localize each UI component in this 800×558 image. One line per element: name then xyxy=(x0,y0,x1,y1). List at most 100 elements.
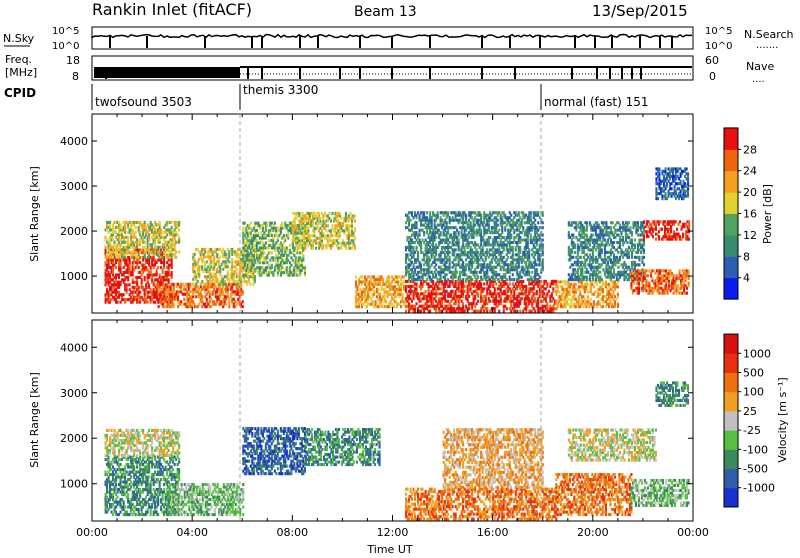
data-cell xyxy=(539,276,541,279)
data-cell xyxy=(497,219,499,222)
data-cell xyxy=(178,228,180,231)
data-cell xyxy=(411,211,413,214)
data-cell xyxy=(242,227,244,230)
data-cell xyxy=(340,217,342,220)
data-cell xyxy=(290,264,292,267)
data-cell xyxy=(315,247,317,250)
nsky-panel: N.Sky 10^5 10^0 10^5 10^0 N.Search .....… xyxy=(3,26,794,52)
data-cell xyxy=(403,275,405,278)
data-cell xyxy=(534,219,536,222)
title: Rankin Inlet (fitACF) xyxy=(92,0,252,19)
data-cell xyxy=(249,283,251,286)
data-cell xyxy=(109,221,111,224)
data-cell xyxy=(263,251,265,254)
data-cell xyxy=(328,212,330,215)
data-cell xyxy=(449,241,451,244)
data-cell xyxy=(227,265,229,268)
data-cell xyxy=(416,282,418,285)
data-cell xyxy=(123,293,125,296)
data-cell xyxy=(345,212,347,215)
data-cell xyxy=(440,231,442,234)
data-cell xyxy=(120,223,122,226)
data-cell xyxy=(464,285,466,288)
data-cell xyxy=(189,283,191,286)
data-cell xyxy=(498,310,500,313)
data-cell xyxy=(437,211,439,214)
data-cell xyxy=(167,283,169,286)
data-cell xyxy=(416,302,418,305)
data-cell xyxy=(403,280,405,283)
data-cell xyxy=(458,231,460,234)
data-cell xyxy=(498,229,500,232)
data-cell xyxy=(250,222,252,225)
data-cell xyxy=(231,258,233,261)
data-cell xyxy=(512,246,514,249)
data-cell xyxy=(251,274,253,277)
freq-dense-block xyxy=(94,67,240,78)
data-cell xyxy=(242,290,244,293)
data-cell xyxy=(237,253,239,256)
data-cell xyxy=(477,276,479,279)
data-cell xyxy=(180,300,182,303)
data-cell xyxy=(355,280,357,283)
data-cell xyxy=(536,268,538,271)
data-cell xyxy=(542,226,544,229)
data-cell xyxy=(530,234,532,237)
cpid-label: CPID xyxy=(4,86,36,100)
data-cell xyxy=(542,258,544,261)
data-cell xyxy=(225,253,227,256)
data-cell xyxy=(378,288,380,291)
data-cell xyxy=(423,231,425,234)
data-cell xyxy=(471,278,473,281)
data-cell xyxy=(513,278,515,281)
beam-label: Beam 13 xyxy=(354,4,417,20)
data-cell xyxy=(477,300,479,303)
data-cell xyxy=(160,228,162,231)
data-cell xyxy=(225,303,227,306)
data-cell xyxy=(213,255,215,258)
data-cell xyxy=(322,232,324,235)
data-cell xyxy=(171,226,173,229)
nsearch-legend: ....... xyxy=(756,40,778,51)
data-cell xyxy=(476,271,478,274)
data-cell xyxy=(266,222,268,225)
data-cell xyxy=(160,251,162,254)
data-cell xyxy=(204,248,206,251)
data-cell xyxy=(510,234,512,237)
data-cell xyxy=(447,211,449,214)
data-cell xyxy=(546,282,548,285)
cpid-program-3: normal (fast) 151 xyxy=(544,95,648,109)
data-cell xyxy=(468,295,470,298)
data-cell xyxy=(304,266,306,269)
data-cell xyxy=(382,278,384,281)
data-cell xyxy=(257,232,259,235)
data-cell xyxy=(201,265,203,268)
nsky-label: N.Sky xyxy=(3,32,35,45)
data-cell xyxy=(247,274,249,277)
data-cell xyxy=(435,236,437,239)
data-cell xyxy=(515,310,517,313)
data-cell xyxy=(129,283,131,286)
data-cell xyxy=(426,211,428,214)
data-cell xyxy=(385,300,387,303)
data-cell xyxy=(227,270,229,273)
data-cell xyxy=(148,283,150,286)
data-cell xyxy=(407,253,409,256)
data-cell xyxy=(497,224,499,227)
freq-right-tick-top: 60 xyxy=(705,54,719,67)
data-cell xyxy=(456,271,458,274)
data-cell xyxy=(175,251,177,254)
data-cell xyxy=(236,268,238,271)
freq-label: Freq. xyxy=(5,53,32,66)
data-cell xyxy=(265,241,267,244)
data-cell xyxy=(361,275,363,278)
data-cell xyxy=(242,300,244,303)
data-cell xyxy=(354,227,356,230)
data-cell xyxy=(410,219,412,222)
data-cell xyxy=(458,239,460,242)
data-cell xyxy=(480,282,482,285)
data-cell xyxy=(322,244,324,247)
data-cell xyxy=(447,278,449,281)
